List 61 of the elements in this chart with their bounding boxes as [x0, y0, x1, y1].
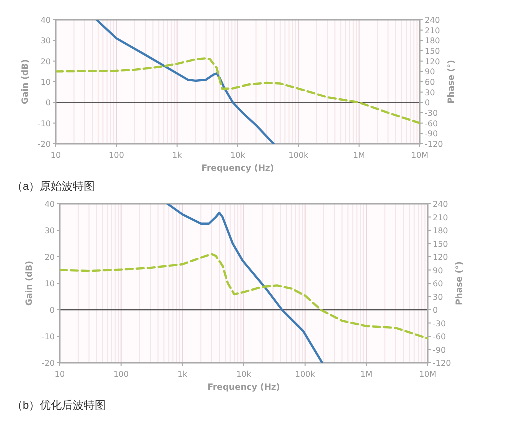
x-tick-label: 100k — [288, 151, 309, 160]
y-tick-label: 40 — [44, 200, 55, 209]
y2-tick-label: 30 — [425, 88, 436, 98]
y-tick-label: 20 — [44, 253, 55, 262]
y2-tick-label: 120 — [433, 253, 448, 262]
x-tick-label: 10k — [236, 370, 252, 379]
y2-tick-label: 180 — [433, 226, 448, 236]
y-axis-title: Gain (dB) — [25, 260, 35, 306]
x-tick-label: 1M — [353, 151, 366, 160]
y-tick-label: -20 — [38, 140, 51, 149]
x-axis-title: Frequency (Hz) — [202, 164, 274, 174]
y2-axis-title: Phase (°) — [455, 261, 465, 306]
x-axis-title: Frequency (Hz) — [208, 383, 280, 393]
y2-tick-label: -60 — [425, 119, 438, 128]
y-tick-label: 30 — [40, 36, 51, 46]
y-tick-label: 0 — [46, 98, 51, 108]
x-tick-label: 1k — [178, 370, 188, 379]
y2-tick-label: 60 — [425, 78, 436, 87]
y-tick-label: 20 — [40, 57, 51, 66]
y2-tick-label: 240 — [425, 16, 440, 25]
x-tick-label: 1k — [172, 151, 183, 160]
y2-tick-label: -30 — [425, 109, 438, 118]
x-tick-label: 1M — [360, 370, 373, 379]
y-axis-title: Gain (dB) — [21, 59, 31, 104]
x-tick-label: 10M — [411, 151, 429, 160]
y2-tick-label: 180 — [425, 36, 440, 46]
y2-tick-label: 150 — [433, 240, 448, 249]
y-tick-label: 0 — [50, 306, 55, 315]
y2-tick-label: -90 — [433, 346, 446, 355]
x-tick-label: 100k — [295, 370, 316, 379]
y-tick-label: 10 — [40, 78, 51, 87]
y2-tick-label: -30 — [433, 319, 446, 328]
y2-tick-label: 240 — [433, 200, 448, 209]
y-tick-label: -10 — [42, 332, 55, 342]
x-tick-label: 10 — [54, 370, 66, 379]
x-tick-label: 10k — [230, 151, 246, 160]
x-tick-label: 100 — [114, 370, 129, 379]
y2-tick-label: -120 — [425, 140, 444, 149]
y2-tick-label: 210 — [433, 213, 448, 222]
y-tick-label: -10 — [38, 119, 51, 128]
y2-tick-label: -120 — [433, 359, 452, 368]
text: （b）优化后波特图 — [12, 399, 106, 412]
y2-tick-label: 120 — [425, 57, 440, 66]
y2-tick-label: -60 — [433, 332, 446, 342]
y2-tick-label: 0 — [433, 306, 438, 315]
x-tick-label: 100 — [109, 151, 124, 160]
y2-tick-label: 210 — [425, 26, 440, 36]
y2-tick-label: -90 — [425, 130, 438, 139]
y-tick-label: -20 — [42, 359, 55, 368]
y2-tick-label: 0 — [425, 98, 430, 108]
y2-tick-label: 60 — [433, 280, 444, 288]
y2-tick-label: 30 — [433, 292, 444, 302]
y2-tick-label: 150 — [425, 47, 440, 56]
y2-tick-label: 90 — [433, 266, 444, 276]
y2-tick-label: 90 — [425, 68, 436, 77]
text: （a）原始波特图 — [12, 180, 96, 193]
y-tick-label: 10 — [44, 280, 55, 288]
x-tick-label: 10M — [419, 370, 437, 379]
y2-axis-title: Phase (°) — [447, 60, 457, 104]
y-tick-label: 40 — [40, 16, 51, 25]
y-tick-label: 30 — [44, 226, 55, 236]
